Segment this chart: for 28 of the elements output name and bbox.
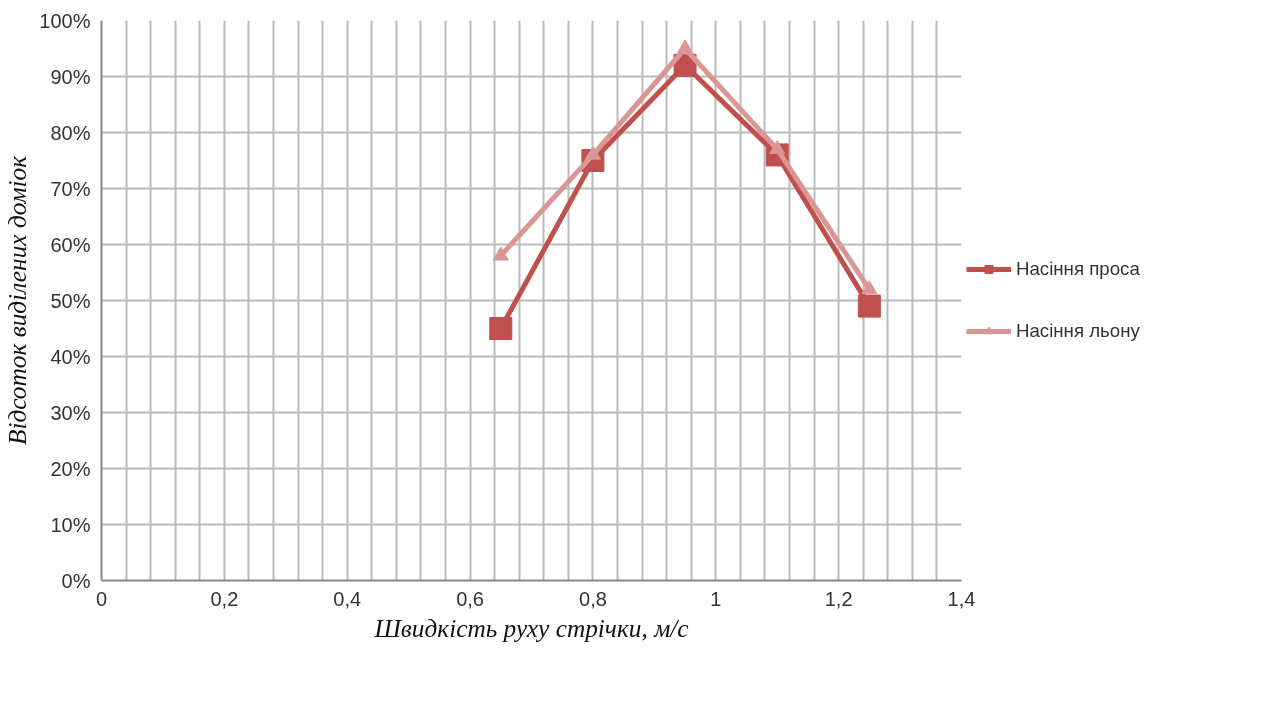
y-axis-title: Відсоток виділених домiок [3, 154, 32, 446]
y-tick-label: 100% [39, 9, 91, 32]
x-tick-label: 1,2 [824, 587, 853, 610]
point [857, 294, 881, 318]
x-axis-title: Швидкість руху стрічки, м/с [373, 613, 689, 642]
y-tick-label: 50% [50, 289, 91, 312]
x-tick-label: 0 [95, 587, 108, 610]
x-tick-label: 1 [710, 587, 722, 610]
y-tick-label: 40% [50, 345, 91, 368]
x-tick-label: 0,6 [456, 587, 484, 610]
y-tick-label: 70% [50, 177, 91, 200]
y-tick-label: 0% [61, 569, 91, 592]
y-tick-label: 10% [50, 513, 91, 536]
point [489, 317, 513, 340]
x-tick-label: 0,4 [333, 587, 362, 610]
point [492, 246, 509, 261]
y-tick-label: 30% [50, 401, 91, 424]
y-tick-label: 80% [50, 121, 91, 144]
point [677, 39, 694, 54]
legend-label: Насіння проса [1016, 258, 1140, 280]
x-tick-label: 0,8 [579, 587, 607, 610]
point [861, 280, 878, 295]
y-tick-label: 60% [50, 233, 91, 256]
x-tick-label: 1,4 [947, 587, 976, 610]
legend-label: Насіння льону [1016, 320, 1140, 342]
y-tick-label: 20% [50, 457, 91, 480]
y-tick-label: 90% [50, 65, 91, 88]
x-tick-label: 0,2 [210, 587, 239, 610]
